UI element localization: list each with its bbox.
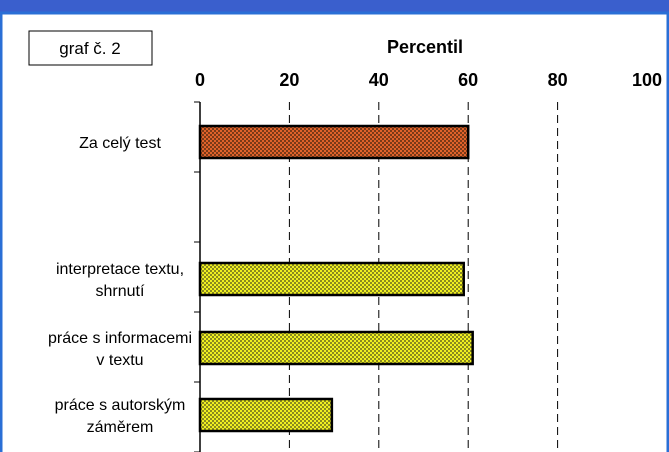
category-label-4-1: záměrem: [87, 419, 154, 436]
tick-label-100: 100: [632, 70, 662, 90]
tick-labels: 0 20 40 60 80 100: [195, 70, 662, 90]
bar-2: [198, 261, 465, 297]
frame-border: [0, 11, 669, 452]
category-labels: Za celý test interpretace textu, shrnutí pr…: [48, 135, 192, 436]
graph-label-box: [28, 30, 153, 66]
graph-label: graf č. 2: [59, 39, 120, 58]
category-label-0-0: Za celý test: [79, 135, 161, 152]
tick-label-40: 40: [369, 70, 389, 90]
tick-label-0: 0: [195, 70, 205, 90]
axis-title: Percentil: [387, 37, 463, 57]
tick-label-60: 60: [458, 70, 478, 90]
category-label-3-0: práce s informacemi: [48, 330, 192, 347]
tick-label-20: 20: [279, 70, 299, 90]
category-label-2-1: shrnutí: [96, 283, 145, 300]
bars: [198, 124, 474, 433]
bar-0: [198, 124, 470, 160]
bar-4: [198, 397, 334, 433]
bar-3: [198, 330, 474, 366]
tick-label-80: 80: [548, 70, 568, 90]
category-label-4-0: práce s autorským: [55, 397, 186, 414]
category-label-2-0: interpretace textu,: [56, 261, 184, 278]
frame-top-strip: [0, 0, 669, 14]
category-label-3-1: v textu: [96, 352, 143, 369]
